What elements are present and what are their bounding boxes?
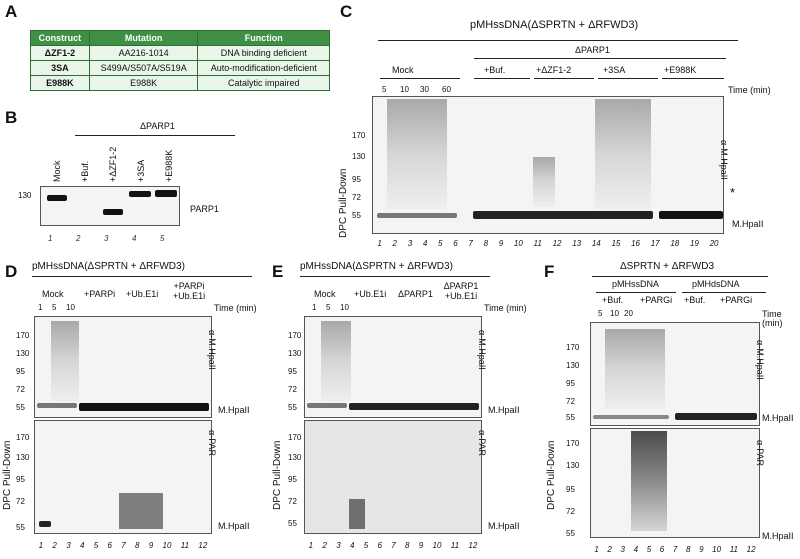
time-label: Time (min) [214, 303, 257, 313]
panel-label-b: B [5, 108, 18, 127]
antibody-label: α-PAR [755, 440, 765, 467]
antibody-label: α-PAR [207, 430, 217, 457]
antibody-label: α-M.HpaII [477, 330, 487, 370]
group-label: ΔPARP1 [575, 45, 610, 55]
panel-label-e: E [272, 262, 284, 281]
band-label: M.HpaII [488, 521, 520, 531]
panel-label-a: A [5, 2, 18, 21]
panel-title: pMHssDNA(ΔSPRTN + ΔRFWD3) [300, 261, 453, 272]
side-label: DPC Pull-Down [2, 440, 13, 510]
antibody-label: α-M.HpaII [755, 340, 765, 380]
lane-label: +Buf. [80, 160, 90, 182]
blot-e-bottom [304, 420, 482, 534]
side-label: DPC Pull-Down [546, 440, 557, 510]
table-row: ΔZF1-2 AA216-1014 DNA binding deficient [30, 45, 330, 61]
lane-label: +E988K [164, 149, 174, 182]
antibody-label: α-PAR [477, 430, 487, 457]
table-header: Construct [30, 30, 90, 46]
table-row: 3SA S499A/S507A/S519A Auto-modification-… [30, 60, 330, 76]
group-label: ΔPARP1 [140, 121, 175, 131]
lane-label: Mock [52, 160, 62, 182]
asterisk: * [730, 185, 736, 200]
lane-numbers-d: 1 2 3 4 5 6 7 8 9 10 11 12 [38, 541, 208, 550]
blot-f-bottom [590, 428, 760, 538]
time-label: Time (min) [728, 85, 771, 95]
blot-b [40, 186, 180, 226]
construct-table: Construct Mutation Function ΔZF1-2 AA216… [30, 30, 330, 91]
time-label: Time (min) [762, 309, 783, 329]
lane-numbers-e: 1 2 3 4 5 6 7 8 9 10 11 12 [308, 541, 478, 550]
panel-title: ΔSPRTN + ΔRFWD3 [620, 261, 715, 272]
side-label: DPC Pull-Down [338, 168, 349, 238]
lane-label: +3SA [136, 159, 146, 182]
time-label: Time (min) [484, 303, 527, 313]
band-label: M.HpaII [732, 219, 764, 229]
panel-title: pMHssDNA(ΔSPRTN + ΔRFWD3) [32, 261, 185, 272]
band-label: M.HpaII [218, 405, 250, 415]
lane-numbers-f: 1 2 3 4 5 6 7 8 9 10 11 12 [594, 545, 756, 554]
band-label: M.HpaII [218, 521, 250, 531]
panel-title: pMHssDNA(ΔSPRTN + ΔRFWD3) [470, 19, 639, 31]
panel-label-d: D [5, 262, 18, 281]
antibody-label: α-M.HpaII [719, 140, 729, 180]
panel-label-c: C [340, 2, 353, 21]
blot-d-top [34, 316, 212, 418]
marker-label: 130 [18, 191, 32, 200]
blot-c [372, 96, 724, 234]
blot-d-bottom [34, 420, 212, 534]
lane-numbers-c: 1 2 3 4 5 6 7 8 9 10 11 12 13 14 15 16 1… [377, 239, 719, 248]
blot-f-top [590, 322, 760, 426]
side-label: DPC Pull-Down [272, 440, 283, 510]
band-label: PARP1 [190, 204, 219, 214]
band-label: M.HpaII [488, 405, 520, 415]
lane-label: +ΔZF1-2 [108, 146, 118, 182]
table-row: E988K E988K Catalytic impaired [30, 75, 330, 91]
band-label: M.HpaII [762, 413, 794, 423]
table-header: Mutation [88, 30, 199, 46]
band-label: M.HpaII [762, 531, 794, 541]
blot-e-top [304, 316, 482, 418]
table-header: Function [197, 30, 330, 46]
panel-label-f: F [544, 262, 555, 281]
antibody-label: α-M.HpaII [207, 330, 217, 370]
